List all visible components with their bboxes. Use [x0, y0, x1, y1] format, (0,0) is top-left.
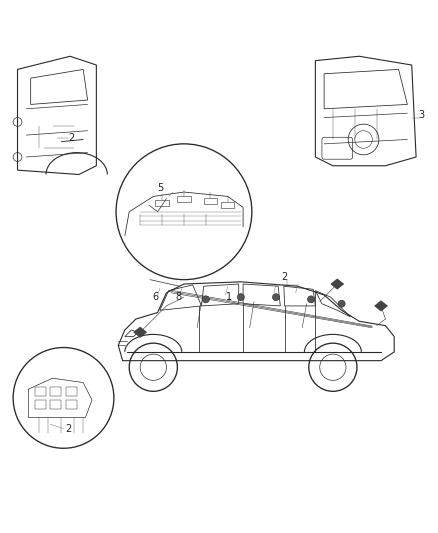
Text: 2: 2: [282, 272, 288, 282]
Bar: [66, 400, 77, 409]
Text: 1: 1: [226, 292, 232, 302]
Text: 2: 2: [66, 424, 72, 434]
Bar: [177, 196, 191, 201]
Polygon shape: [331, 279, 344, 289]
Text: 3: 3: [418, 110, 424, 120]
Text: 6: 6: [152, 292, 159, 302]
Circle shape: [272, 294, 279, 301]
Text: 8: 8: [175, 292, 181, 302]
Bar: [50, 387, 61, 395]
Bar: [155, 200, 169, 206]
Text: 2: 2: [68, 133, 74, 143]
Bar: [35, 387, 46, 395]
Bar: [35, 400, 46, 409]
Circle shape: [202, 296, 209, 303]
Bar: [66, 387, 77, 395]
Circle shape: [237, 294, 244, 301]
Bar: [221, 202, 234, 208]
Polygon shape: [374, 301, 388, 311]
Circle shape: [307, 296, 314, 303]
Text: 5: 5: [158, 183, 164, 192]
Polygon shape: [134, 327, 147, 337]
Circle shape: [13, 348, 114, 448]
Bar: [50, 400, 61, 409]
Circle shape: [116, 144, 252, 280]
Circle shape: [338, 300, 345, 307]
Bar: [204, 198, 217, 204]
